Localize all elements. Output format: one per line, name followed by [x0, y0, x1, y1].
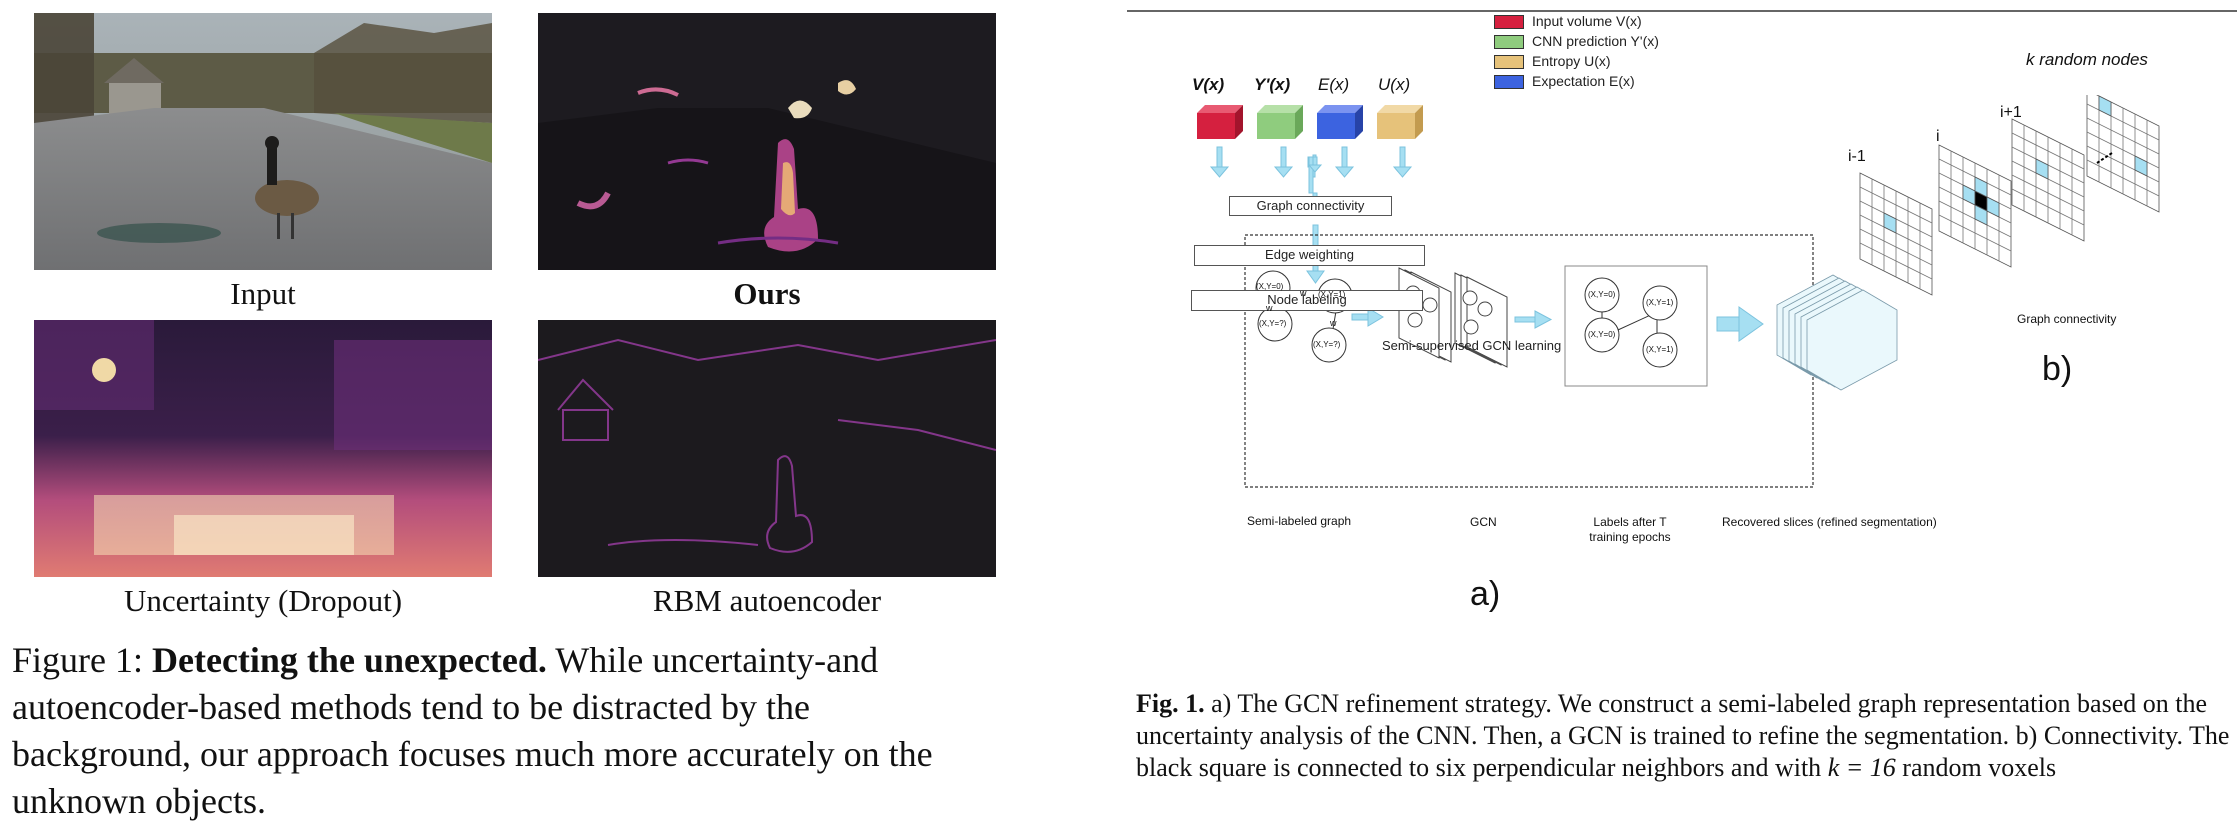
- edge-weight-label: w: [1330, 318, 1337, 328]
- volume-label-e: E(x): [1318, 75, 1350, 94]
- left-caption-title: Detecting the unexpected.: [152, 640, 547, 680]
- semi-node-label: (X,Y=0): [1256, 282, 1284, 291]
- legend-swatch: [1494, 15, 1524, 30]
- left-caption-body: While uncertainty-and autoencoder-based …: [12, 640, 933, 821]
- recovered-slices: [1776, 274, 1898, 391]
- edge-weight-label: w: [1266, 303, 1273, 313]
- uncertainty-image: [34, 320, 492, 577]
- input-label: Input: [230, 276, 296, 311]
- step-graph-connectivity: Graph connectivity: [1229, 196, 1392, 216]
- legend-item: Entropy U(x): [1494, 53, 1611, 70]
- k-random-nodes-label: k random nodes: [2026, 50, 2148, 69]
- gcn-label: GCN: [1470, 515, 1497, 529]
- volume-label-y: Y'(x): [1254, 75, 1291, 94]
- left-caption-prefix: Figure 1:: [12, 640, 143, 680]
- legend-label: CNN prediction Y'(x): [1532, 33, 1659, 49]
- semi-to-gcn-arrow: [1351, 307, 1384, 327]
- legend-label: Input volume V(x): [1532, 13, 1642, 29]
- volume-cube-u: [1377, 105, 1423, 139]
- right-figure-caption: Fig. 1. a) The GCN refinement strategy. …: [1136, 688, 2236, 784]
- rbm-image: [538, 320, 996, 577]
- grid-label-i-minus-1: i-1: [1848, 148, 1866, 165]
- gcn-box-title: Semi-supervised GCN learning: [1382, 338, 1562, 353]
- gcn-diagram: [1197, 95, 2160, 488]
- edge-weight-label: w: [1300, 288, 1307, 298]
- legend-swatch: [1494, 75, 1524, 90]
- input-image: [34, 13, 492, 270]
- voxel-grids: [1859, 95, 2160, 296]
- legend-item: Input volume V(x): [1494, 13, 1642, 30]
- step-node-labeling: Node labeling: [1191, 290, 1423, 311]
- right-caption-prefix: Fig. 1.: [1136, 689, 1205, 718]
- semi-graph-label: Semi-labeled graph: [1247, 514, 1352, 528]
- right-caption-body: a) The GCN refinement strategy. We const…: [1136, 689, 2230, 782]
- labels-after-label: Labels after T training epochs: [1589, 515, 1671, 544]
- uncertainty-label: Uncertainty (Dropout): [123, 583, 403, 618]
- labels-node-label: (X,Y=0): [1588, 290, 1616, 299]
- labels-node-label: (X,Y=0): [1588, 330, 1616, 339]
- left-figure-caption: Figure 1: Detecting the unexpected. Whil…: [12, 637, 956, 825]
- legend-label: Expectation E(x): [1532, 73, 1635, 89]
- labels-graph: [1584, 277, 1678, 368]
- legend-item: Expectation E(x): [1494, 73, 1635, 90]
- labels-to-recovered-arrow: [1716, 306, 1764, 342]
- panel-b-label: b): [2042, 350, 2073, 388]
- legend-swatch: [1494, 35, 1524, 50]
- semi-node-label: (X,Y=?): [1259, 319, 1287, 328]
- ours-label: Ours: [733, 276, 801, 311]
- step-edge-weighting: Edge weighting: [1194, 245, 1425, 266]
- legend-label: Entropy U(x): [1532, 53, 1611, 69]
- labels-node-label: (X,Y=1): [1646, 298, 1674, 307]
- rbm-label: RBM autoencoder: [652, 583, 882, 618]
- volume-label-u: U(x): [1378, 75, 1411, 94]
- labels-node-label: (X,Y=1): [1646, 345, 1674, 354]
- right-caption-math: k = 16: [1827, 753, 1896, 782]
- grid-label-i: i: [1936, 128, 1940, 145]
- panel-a-label: a): [1470, 575, 1501, 613]
- grid-label-i-plus-1: i+1: [2000, 104, 2022, 121]
- gcn-to-labels-arrow: [1514, 310, 1553, 329]
- ours-image: [538, 13, 996, 270]
- volume-label-v: V(x): [1192, 75, 1225, 94]
- legend-item: CNN prediction Y'(x): [1494, 33, 1659, 50]
- legend-swatch: [1494, 55, 1524, 70]
- top-rule: [1127, 10, 2237, 12]
- volume-cube-y: [1257, 105, 1303, 139]
- semi-node-label: (X,Y=?): [1313, 340, 1341, 349]
- right-caption-tail: random voxels: [1902, 753, 2057, 782]
- semi-node-label: (X,Y=1): [1318, 290, 1346, 299]
- graph-connectivity-caption: Graph connectivity: [2017, 312, 2117, 326]
- volume-cube-v: [1197, 105, 1243, 139]
- recovered-label: Recovered slices (refined segmentation): [1722, 515, 1937, 529]
- volume-cube-e: [1317, 105, 1363, 139]
